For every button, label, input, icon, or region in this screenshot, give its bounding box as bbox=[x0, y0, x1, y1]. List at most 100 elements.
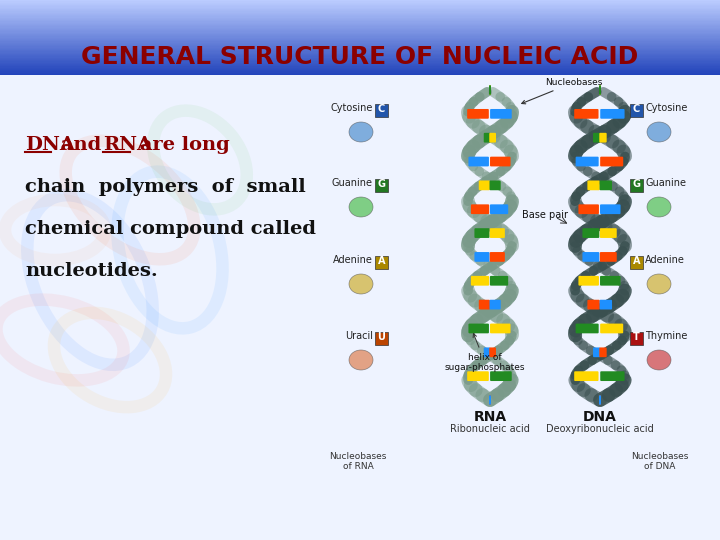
FancyBboxPatch shape bbox=[600, 300, 612, 309]
FancyBboxPatch shape bbox=[593, 133, 600, 143]
Bar bbox=[0, 28, 720, 30]
Text: Ribonucleic acid: Ribonucleic acid bbox=[450, 424, 530, 434]
Bar bbox=[0, 34, 720, 36]
FancyBboxPatch shape bbox=[582, 252, 599, 262]
Bar bbox=[0, 26, 720, 29]
Bar bbox=[0, 66, 720, 69]
Bar bbox=[0, 64, 720, 66]
Bar bbox=[0, 58, 720, 60]
Bar bbox=[0, 14, 720, 15]
Bar bbox=[0, 23, 720, 25]
Bar bbox=[0, 5, 720, 8]
Bar bbox=[0, 31, 720, 33]
Bar bbox=[0, 46, 720, 49]
Text: Guanine: Guanine bbox=[645, 178, 686, 188]
Bar bbox=[0, 6, 720, 8]
Bar bbox=[0, 62, 720, 64]
Text: Deoxyribonucleic acid: Deoxyribonucleic acid bbox=[546, 424, 654, 434]
Text: Nucleobases
of DNA: Nucleobases of DNA bbox=[631, 452, 689, 471]
Bar bbox=[0, 17, 720, 19]
Bar bbox=[0, 44, 720, 46]
Bar bbox=[0, 3, 720, 5]
Bar bbox=[0, 70, 720, 72]
FancyBboxPatch shape bbox=[600, 252, 617, 262]
Bar bbox=[0, 53, 720, 55]
Bar bbox=[0, 43, 720, 45]
FancyBboxPatch shape bbox=[490, 109, 512, 119]
Bar bbox=[0, 18, 720, 20]
Bar bbox=[0, 51, 720, 52]
Ellipse shape bbox=[647, 197, 671, 217]
FancyBboxPatch shape bbox=[574, 109, 598, 119]
Bar bbox=[0, 50, 720, 52]
FancyBboxPatch shape bbox=[484, 347, 490, 357]
Bar bbox=[0, 14, 720, 16]
Bar bbox=[375, 255, 388, 268]
Bar bbox=[0, 20, 720, 23]
FancyBboxPatch shape bbox=[471, 276, 489, 286]
Bar bbox=[0, 0, 720, 3]
FancyBboxPatch shape bbox=[600, 204, 621, 214]
FancyBboxPatch shape bbox=[469, 323, 489, 333]
FancyBboxPatch shape bbox=[490, 204, 508, 214]
Bar bbox=[0, 59, 720, 61]
FancyBboxPatch shape bbox=[599, 85, 601, 95]
Bar bbox=[0, 0, 720, 3]
Bar bbox=[0, 31, 720, 33]
Ellipse shape bbox=[349, 197, 373, 217]
Bar bbox=[0, 59, 720, 61]
Bar bbox=[0, 67, 720, 69]
FancyBboxPatch shape bbox=[600, 228, 617, 238]
Bar bbox=[0, 2, 720, 4]
Text: nucleotides.: nucleotides. bbox=[25, 262, 158, 280]
Bar bbox=[0, 58, 720, 60]
Bar bbox=[0, 73, 720, 75]
Bar bbox=[0, 43, 720, 45]
Bar bbox=[0, 0, 720, 1]
FancyBboxPatch shape bbox=[489, 85, 491, 95]
Bar bbox=[0, 10, 720, 12]
Bar bbox=[0, 30, 720, 32]
Text: chain  polymers  of  small: chain polymers of small bbox=[25, 178, 306, 196]
Bar bbox=[0, 64, 720, 66]
FancyBboxPatch shape bbox=[593, 347, 600, 357]
Bar bbox=[0, 22, 720, 24]
Text: C: C bbox=[378, 104, 385, 114]
Bar bbox=[0, 29, 720, 31]
Bar bbox=[0, 38, 720, 40]
FancyBboxPatch shape bbox=[599, 133, 607, 143]
Bar bbox=[630, 332, 643, 345]
Bar bbox=[375, 332, 388, 345]
FancyBboxPatch shape bbox=[490, 300, 500, 309]
Bar bbox=[0, 1, 720, 3]
Bar bbox=[0, 48, 720, 50]
Bar bbox=[0, 35, 720, 36]
Bar bbox=[0, 25, 720, 28]
FancyBboxPatch shape bbox=[489, 395, 491, 405]
Bar bbox=[0, 45, 720, 48]
Bar bbox=[0, 10, 720, 11]
Bar bbox=[0, 32, 720, 33]
Bar bbox=[0, 39, 720, 41]
FancyBboxPatch shape bbox=[484, 133, 490, 143]
Text: DNA: DNA bbox=[25, 136, 75, 154]
Bar bbox=[0, 7, 720, 9]
Text: chemical compound called: chemical compound called bbox=[25, 220, 316, 238]
Text: C: C bbox=[633, 104, 640, 114]
FancyBboxPatch shape bbox=[578, 204, 599, 214]
Bar bbox=[0, 55, 720, 57]
Bar bbox=[0, 3, 720, 5]
Bar bbox=[0, 38, 720, 40]
Bar bbox=[0, 73, 720, 75]
Bar bbox=[0, 66, 720, 69]
Bar bbox=[0, 35, 720, 37]
Bar bbox=[0, 40, 720, 43]
Bar bbox=[0, 20, 720, 23]
FancyBboxPatch shape bbox=[467, 109, 489, 119]
FancyBboxPatch shape bbox=[490, 180, 500, 190]
Bar bbox=[0, 71, 720, 74]
Bar bbox=[0, 23, 720, 25]
Bar bbox=[0, 3, 720, 5]
Bar bbox=[0, 21, 720, 23]
Bar bbox=[0, 8, 720, 10]
